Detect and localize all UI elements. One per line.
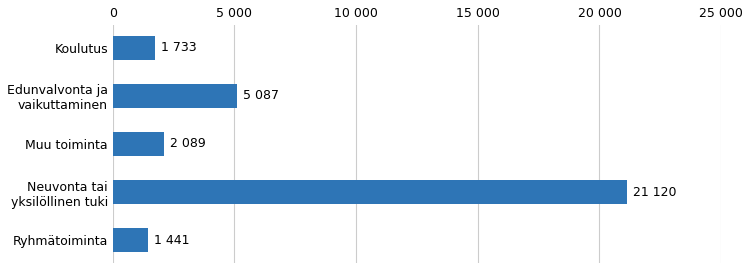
Text: 21 120: 21 120: [633, 185, 676, 198]
Bar: [112, 132, 164, 156]
Bar: [112, 228, 148, 252]
Text: 2 089: 2 089: [170, 137, 206, 150]
Bar: [112, 36, 155, 60]
Bar: [112, 180, 627, 204]
Text: 1 733: 1 733: [161, 41, 196, 54]
Text: 1 441: 1 441: [154, 234, 190, 247]
Bar: [112, 84, 236, 108]
Text: 5 087: 5 087: [243, 89, 279, 102]
